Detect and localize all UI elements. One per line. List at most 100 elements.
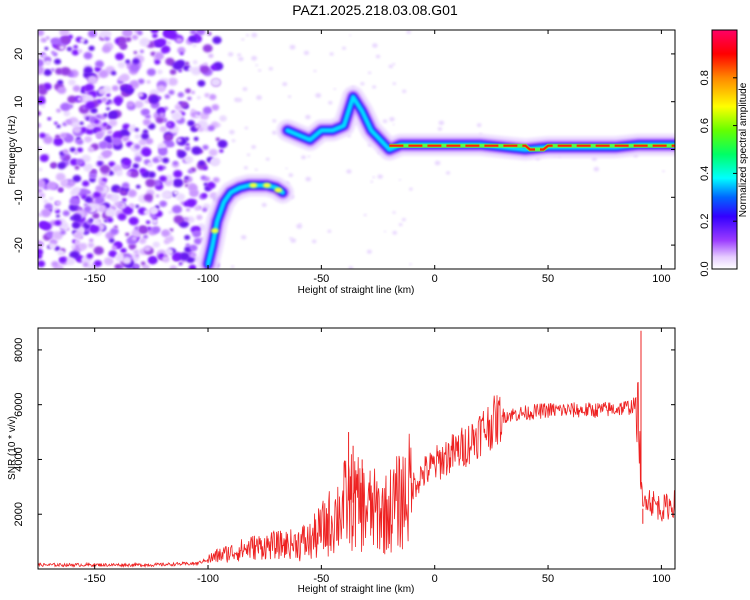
spectrogram-noise-blob bbox=[97, 161, 103, 166]
spectrogram-noise-blob bbox=[77, 97, 83, 102]
spectrogram-noise-blob bbox=[117, 202, 124, 208]
spectrogram-noise-blob bbox=[129, 63, 140, 72]
spectrogram-noise-blob bbox=[59, 132, 67, 139]
spectrogram-noise-blob bbox=[63, 110, 71, 117]
spectrogram-noise-blob bbox=[196, 214, 203, 221]
spectrogram-noise-blob bbox=[38, 97, 46, 105]
spectrogram-noise-blob bbox=[113, 96, 123, 105]
spectrogram-noise-blob bbox=[185, 142, 190, 147]
spectrogram-noise-blob bbox=[238, 56, 244, 62]
spectrogram-noise-blob bbox=[313, 69, 317, 73]
spectrogram-noise-blob bbox=[290, 238, 297, 243]
spectrogram-noise-blob bbox=[72, 121, 80, 128]
spectrogram-noise-blob bbox=[171, 111, 183, 121]
spectrogram-noise-blob bbox=[389, 117, 395, 122]
spectrogram-noise-blob bbox=[57, 79, 64, 85]
spectrogram-noise-blob bbox=[145, 137, 154, 145]
spectrogram-noise-blob bbox=[215, 137, 220, 142]
spectrogram-noise-blob bbox=[196, 96, 201, 100]
spectrogram-noise-blob bbox=[476, 123, 482, 127]
colorbar-ticks: 0.0 0.2 0.4 0.6 0.8 bbox=[699, 70, 737, 277]
spectrogram-noise-blob bbox=[114, 263, 121, 269]
spectrogram-noise-blob bbox=[38, 248, 44, 256]
spectrogram-noise-blob bbox=[53, 137, 64, 146]
spectrogram-noise-blob bbox=[204, 93, 210, 98]
spectrogram-noise-blob bbox=[107, 99, 112, 103]
spectrogram-noise-blob bbox=[192, 60, 198, 65]
spectrogram-noise-blob bbox=[137, 78, 145, 85]
colorbar-tick-label: 0.0 bbox=[699, 261, 711, 276]
spectrogram-noise-blob bbox=[182, 216, 189, 223]
spectrogram-noise-blob bbox=[146, 80, 151, 84]
spectrogram-noise-blob bbox=[118, 36, 127, 44]
spectrogram-noise-blob bbox=[285, 167, 288, 170]
spectrogram-noise-blob bbox=[98, 69, 109, 79]
spectrogram-noise-blob bbox=[135, 253, 140, 258]
spectrogram-noise-blob bbox=[83, 94, 94, 104]
spectrogram-noise-blob bbox=[94, 66, 102, 73]
snr-x-tick-label: 0 bbox=[432, 573, 438, 585]
spectrogram-noise-blob bbox=[155, 194, 160, 198]
spectrogram-x-tick-label: 50 bbox=[542, 273, 554, 285]
spectrogram-noise-blob bbox=[77, 49, 83, 54]
spectrogram-noise-blob bbox=[101, 97, 108, 103]
spectrogram-noise-blob bbox=[177, 92, 185, 98]
spectrogram-noise-blob bbox=[383, 230, 387, 233]
spectrogram-noise-blob bbox=[106, 143, 113, 149]
spectrogram-noise-blob bbox=[162, 157, 170, 164]
spectrogram-noise-blob bbox=[90, 107, 98, 114]
spectrogram-noise-blob bbox=[212, 177, 220, 183]
spectrogram-noise-blob bbox=[95, 196, 105, 205]
spectrogram-noise-blob bbox=[124, 30, 133, 36]
spectrogram-noise-blob bbox=[140, 261, 146, 266]
spectrogram-noise-blob bbox=[56, 108, 61, 113]
spectrogram-noise-blob bbox=[159, 125, 168, 133]
spectrogram-noise-blob bbox=[117, 213, 127, 221]
spectrogram-noise-blob bbox=[150, 30, 159, 34]
spectrogram-noise-blob bbox=[68, 79, 76, 86]
spectrogram-noise-blob bbox=[207, 125, 215, 132]
spectrogram-noise-blob bbox=[206, 181, 216, 189]
snr-y-axis-label: SNR (10 * v/v) bbox=[7, 416, 18, 480]
spectrogram-noise-blob bbox=[93, 246, 104, 255]
spectrogram-noise-blob bbox=[117, 61, 126, 69]
spectrogram-noise-blob bbox=[208, 53, 214, 58]
spectrogram-noise-blob bbox=[51, 260, 59, 268]
spectrogram-noise-blob bbox=[50, 162, 58, 169]
spectrogram-noise-blob bbox=[122, 206, 134, 215]
spectrogram-noise-blob bbox=[311, 239, 317, 244]
spectrogram-noise-blob bbox=[87, 146, 95, 153]
spectrogram-noise-blob bbox=[65, 257, 76, 266]
spectrogram-x-tick-label: -50 bbox=[313, 273, 329, 285]
spectrogram-noise-blob bbox=[98, 141, 108, 150]
spectrogram-noise-blob bbox=[327, 229, 332, 233]
spectrogram-noise-blob bbox=[138, 138, 147, 146]
spectrogram-noise-blob bbox=[342, 46, 346, 50]
spectrogram-noise-blob bbox=[59, 30, 70, 37]
spectrogram-noise-blob bbox=[54, 209, 61, 214]
spectrogram-noise-blob bbox=[78, 242, 88, 250]
spectrogram-noise-blob bbox=[83, 66, 93, 75]
spectrogram-noise-blob bbox=[130, 170, 139, 178]
spectrogram-noise-blob bbox=[401, 218, 406, 222]
spectrogram-noise-blob bbox=[178, 262, 183, 266]
spectrogram-noise-blob bbox=[106, 93, 111, 97]
spectrogram-noise-blob bbox=[256, 95, 262, 100]
spectrogram-y-tick-label: 20 bbox=[13, 48, 25, 60]
spectrogram-noise-blob bbox=[134, 100, 144, 109]
spectrogram-noise-blob bbox=[119, 128, 131, 138]
spectrogram-noise-blob bbox=[71, 221, 81, 229]
spectrogram-noise-blob bbox=[409, 187, 413, 191]
spectrogram-noise-blob bbox=[184, 183, 189, 187]
spectrogram-noise-blob bbox=[173, 190, 179, 196]
spectrogram-noise-blob bbox=[38, 179, 46, 188]
spectrogram-noise-blob bbox=[176, 138, 182, 143]
spectrogram-noise-blob bbox=[69, 250, 80, 260]
spectrogram-noise-blob bbox=[95, 131, 105, 139]
spectrogram-noise-blob bbox=[44, 46, 49, 51]
spectrogram-noise-blob bbox=[155, 116, 164, 124]
spectrogram-noise-blob bbox=[84, 136, 92, 143]
spectrogram-noise-blob bbox=[162, 256, 170, 263]
spectrogram-noise-blob bbox=[171, 205, 183, 214]
spectrogram-noise-blob bbox=[59, 222, 69, 230]
